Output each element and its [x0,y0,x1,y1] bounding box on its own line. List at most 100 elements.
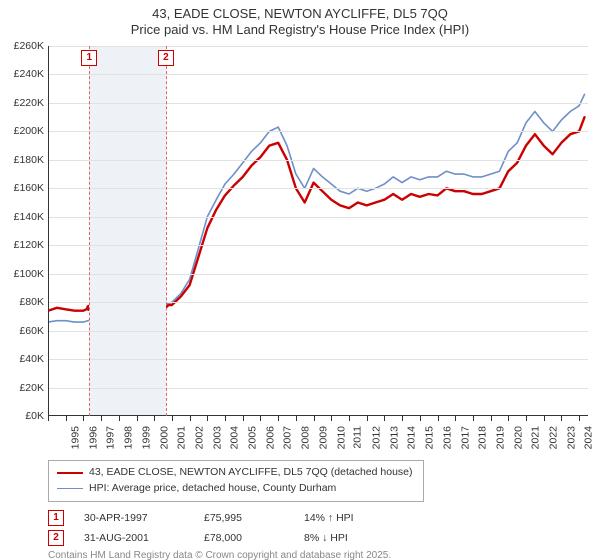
x-tick [402,416,403,421]
legend-swatch-property [57,472,83,474]
y-tick-label: £20K [0,382,44,394]
y-tick-label: £40K [0,353,44,365]
grid-line [48,331,588,332]
legend-label-hpi: HPI: Average price, detached house, Coun… [89,481,336,497]
grid-line [48,217,588,218]
x-tick-label: 1999 [140,426,152,449]
x-tick [491,416,492,421]
marker-box-1: 1 [81,50,97,66]
grid-line [48,245,588,246]
x-tick [83,416,84,421]
x-tick-label: 2015 [423,426,435,449]
x-tick-label: 2012 [370,426,382,449]
y-tick-label: £180K [0,154,44,166]
x-tick [172,416,173,421]
title-line2: Price paid vs. HM Land Registry's House … [10,22,590,38]
x-tick-label: 2007 [282,426,294,449]
x-tick-label: 2020 [512,426,524,449]
x-tick-label: 2011 [352,426,364,449]
y-tick-label: £240K [0,68,44,80]
grid-line [48,160,588,161]
x-tick-label: 2006 [264,426,276,449]
x-tick [579,416,580,421]
x-tick-label: 2014 [406,426,418,449]
y-tick-label: £260K [0,40,44,52]
x-tick [190,416,191,421]
x-tick [296,416,297,421]
grid-line [48,302,588,303]
marker-line-1 [89,46,90,416]
x-tick-label: 2002 [193,426,205,449]
x-tick-label: 2004 [229,426,241,449]
marker-line-2 [166,46,167,416]
x-tick [66,416,67,421]
grid-line [48,46,588,47]
x-tick [526,416,527,421]
x-tick-label: 2010 [335,426,347,449]
legend-swatch-hpi [57,488,83,489]
x-tick [544,416,545,421]
legend-label-property: 43, EADE CLOSE, NEWTON AYCLIFFE, DL5 7QQ… [89,465,413,481]
x-tick [314,416,315,421]
x-tick-label: 2016 [441,426,453,449]
legend-item-property: 43, EADE CLOSE, NEWTON AYCLIFFE, DL5 7QQ… [57,465,413,481]
x-tick [260,416,261,421]
annot-price-1: £75,995 [204,512,284,524]
grid-line [48,188,588,189]
x-tick-label: 2019 [494,426,506,449]
y-tick-label: £60K [0,325,44,337]
x-tick-label: 1995 [69,426,81,449]
x-tick [384,416,385,421]
x-tick-label: 1998 [122,426,134,449]
x-tick-label: 2017 [459,426,471,449]
legend-item-hpi: HPI: Average price, detached house, Coun… [57,481,413,497]
x-tick-label: 2009 [317,426,329,449]
copyright-line1: Contains HM Land Registry data © Crown c… [48,550,588,560]
x-tick [455,416,456,421]
annot-delta-2: 8% ↓ HPI [304,532,348,544]
x-tick [137,416,138,421]
x-tick-label: 2003 [211,426,223,449]
chart-container: 43, EADE CLOSE, NEWTON AYCLIFFE, DL5 7QQ… [0,0,600,41]
x-tick-label: 2022 [547,426,559,449]
y-axis-line [48,46,49,416]
title-line1: 43, EADE CLOSE, NEWTON AYCLIFFE, DL5 7QQ [10,6,590,22]
legend-and-footer: 43, EADE CLOSE, NEWTON AYCLIFFE, DL5 7QQ… [48,460,588,560]
grid-line [48,74,588,75]
x-tick-label: 2013 [388,426,400,449]
y-tick-label: £200K [0,125,44,137]
grid-line [48,388,588,389]
x-tick-label: 2021 [530,426,542,449]
legend-box: 43, EADE CLOSE, NEWTON AYCLIFFE, DL5 7QQ… [48,460,424,502]
marker-box-2: 2 [158,50,174,66]
grid-line [48,359,588,360]
grid-line [48,103,588,104]
x-tick [207,416,208,421]
sale-annotations: 1 30-APR-1997 £75,995 14% ↑ HPI 2 31-AUG… [48,510,588,546]
copyright: Contains HM Land Registry data © Crown c… [48,550,588,560]
x-tick [473,416,474,421]
x-tick [438,416,439,421]
x-tick [349,416,350,421]
x-tick-label: 2001 [176,426,188,449]
x-axis-line [48,415,588,416]
x-tick [331,416,332,421]
annot-date-1: 30-APR-1997 [84,512,184,524]
plot-area: 12 [48,46,588,416]
x-tick [225,416,226,421]
y-tick-label: £140K [0,211,44,223]
x-tick-label: 1997 [105,426,117,449]
x-tick-label: 2018 [477,426,489,449]
chart-titles: 43, EADE CLOSE, NEWTON AYCLIFFE, DL5 7QQ… [0,0,600,41]
annot-row-1: 1 30-APR-1997 £75,995 14% ↑ HPI [48,510,588,526]
y-tick-label: £80K [0,296,44,308]
annot-marker-2: 2 [48,530,64,546]
x-tick [243,416,244,421]
x-tick [561,416,562,421]
grid-line [48,131,588,132]
annot-date-2: 31-AUG-2001 [84,532,184,544]
x-tick [101,416,102,421]
x-tick-label: 2023 [565,426,577,449]
x-tick [154,416,155,421]
marker-band [89,46,166,416]
